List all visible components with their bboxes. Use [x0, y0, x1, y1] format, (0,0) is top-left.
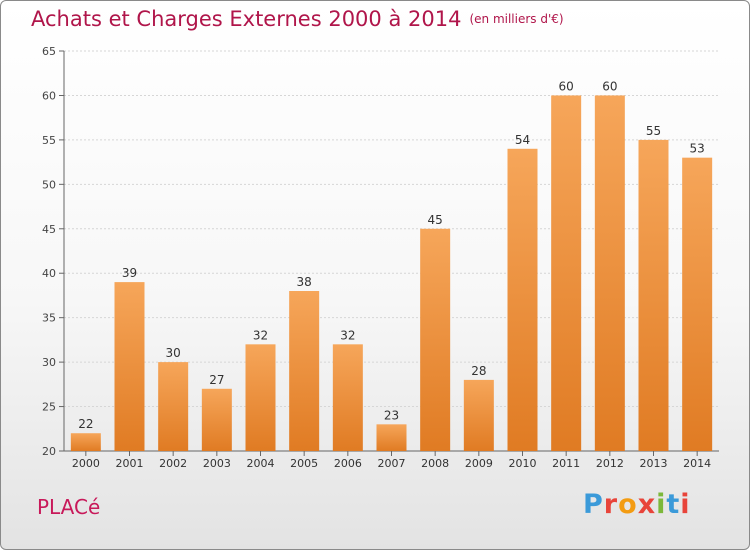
bar	[507, 148, 538, 451]
y-tick-label: 50	[42, 178, 56, 191]
labels: 22 2000 39 2001 30 2002 27 2003 32 2004 38 2005 32 20…	[72, 79, 711, 470]
logo-letter: t	[666, 489, 681, 520]
data-label: 32	[340, 328, 355, 342]
y-tick-label: 60	[42, 89, 56, 102]
y-tick-label: 25	[42, 401, 56, 414]
logo-letter: i	[656, 489, 667, 520]
bar	[114, 282, 145, 451]
data-label: 27	[209, 373, 224, 387]
x-tick-label: 2010	[509, 457, 537, 470]
data-label: 38	[297, 275, 312, 289]
y-tick-label: 65	[42, 45, 56, 58]
chart-title: Achats et Charges Externes 2000 à 2014 (e…	[31, 7, 564, 31]
y-tick-label: 35	[42, 312, 56, 325]
x-tick-label: 2009	[465, 457, 493, 470]
bars	[70, 95, 713, 451]
x-tick-label: 2004	[247, 457, 275, 470]
bar	[420, 228, 451, 451]
bar	[463, 379, 494, 451]
data-label: 28	[471, 364, 486, 378]
data-label: 23	[384, 408, 399, 422]
y-tick-label: 55	[42, 134, 56, 147]
data-label: 30	[166, 346, 181, 360]
x-tick-label: 2005	[290, 457, 318, 470]
x-tick-label: 2000	[72, 457, 100, 470]
data-label: 39	[122, 266, 137, 280]
data-label: 45	[428, 213, 443, 227]
data-label: 32	[253, 328, 268, 342]
bar	[551, 95, 582, 451]
x-tick-label: 2012	[596, 457, 624, 470]
data-label: 60	[559, 79, 574, 93]
bar	[682, 157, 713, 451]
x-tick-label: 2006	[334, 457, 362, 470]
logo-letter: o	[618, 489, 638, 520]
bar	[376, 424, 407, 451]
logo-letter: i	[680, 489, 691, 520]
bar	[158, 362, 189, 451]
chart-title-main: Achats et Charges Externes 2000 à 2014	[31, 7, 462, 31]
data-label: 22	[78, 417, 93, 431]
data-label: 60	[602, 79, 617, 93]
data-label: 53	[690, 142, 705, 156]
data-label: 55	[646, 124, 661, 138]
chart-subtitle: (en milliers d'€)	[469, 12, 564, 26]
x-tick-label: 2013	[640, 457, 668, 470]
logo-letter: x	[637, 489, 657, 520]
x-tick-label: 2008	[421, 457, 449, 470]
y-tick-label: 40	[42, 267, 56, 280]
bar	[201, 388, 232, 451]
y-tick-label: 30	[42, 356, 56, 369]
data-label: 54	[515, 133, 530, 147]
y-tick-label: 45	[42, 223, 56, 236]
commune-name: PLACé	[37, 495, 101, 519]
bar	[289, 291, 320, 451]
x-tick-label: 2002	[159, 457, 187, 470]
logo-letter: r	[603, 489, 619, 520]
bar	[594, 95, 625, 451]
bar	[245, 344, 276, 451]
proxiti-logo: Proxiti	[583, 489, 691, 520]
y-tick-label: 20	[42, 445, 56, 458]
bar	[70, 433, 101, 451]
x-tick-label: 2007	[378, 457, 406, 470]
bar	[332, 344, 363, 451]
x-tick-label: 2014	[683, 457, 711, 470]
x-tick-label: 2001	[116, 457, 144, 470]
x-tick-label: 2003	[203, 457, 231, 470]
x-tick-label: 2011	[552, 457, 580, 470]
logo-letter: P	[583, 489, 604, 520]
bar	[638, 139, 669, 451]
